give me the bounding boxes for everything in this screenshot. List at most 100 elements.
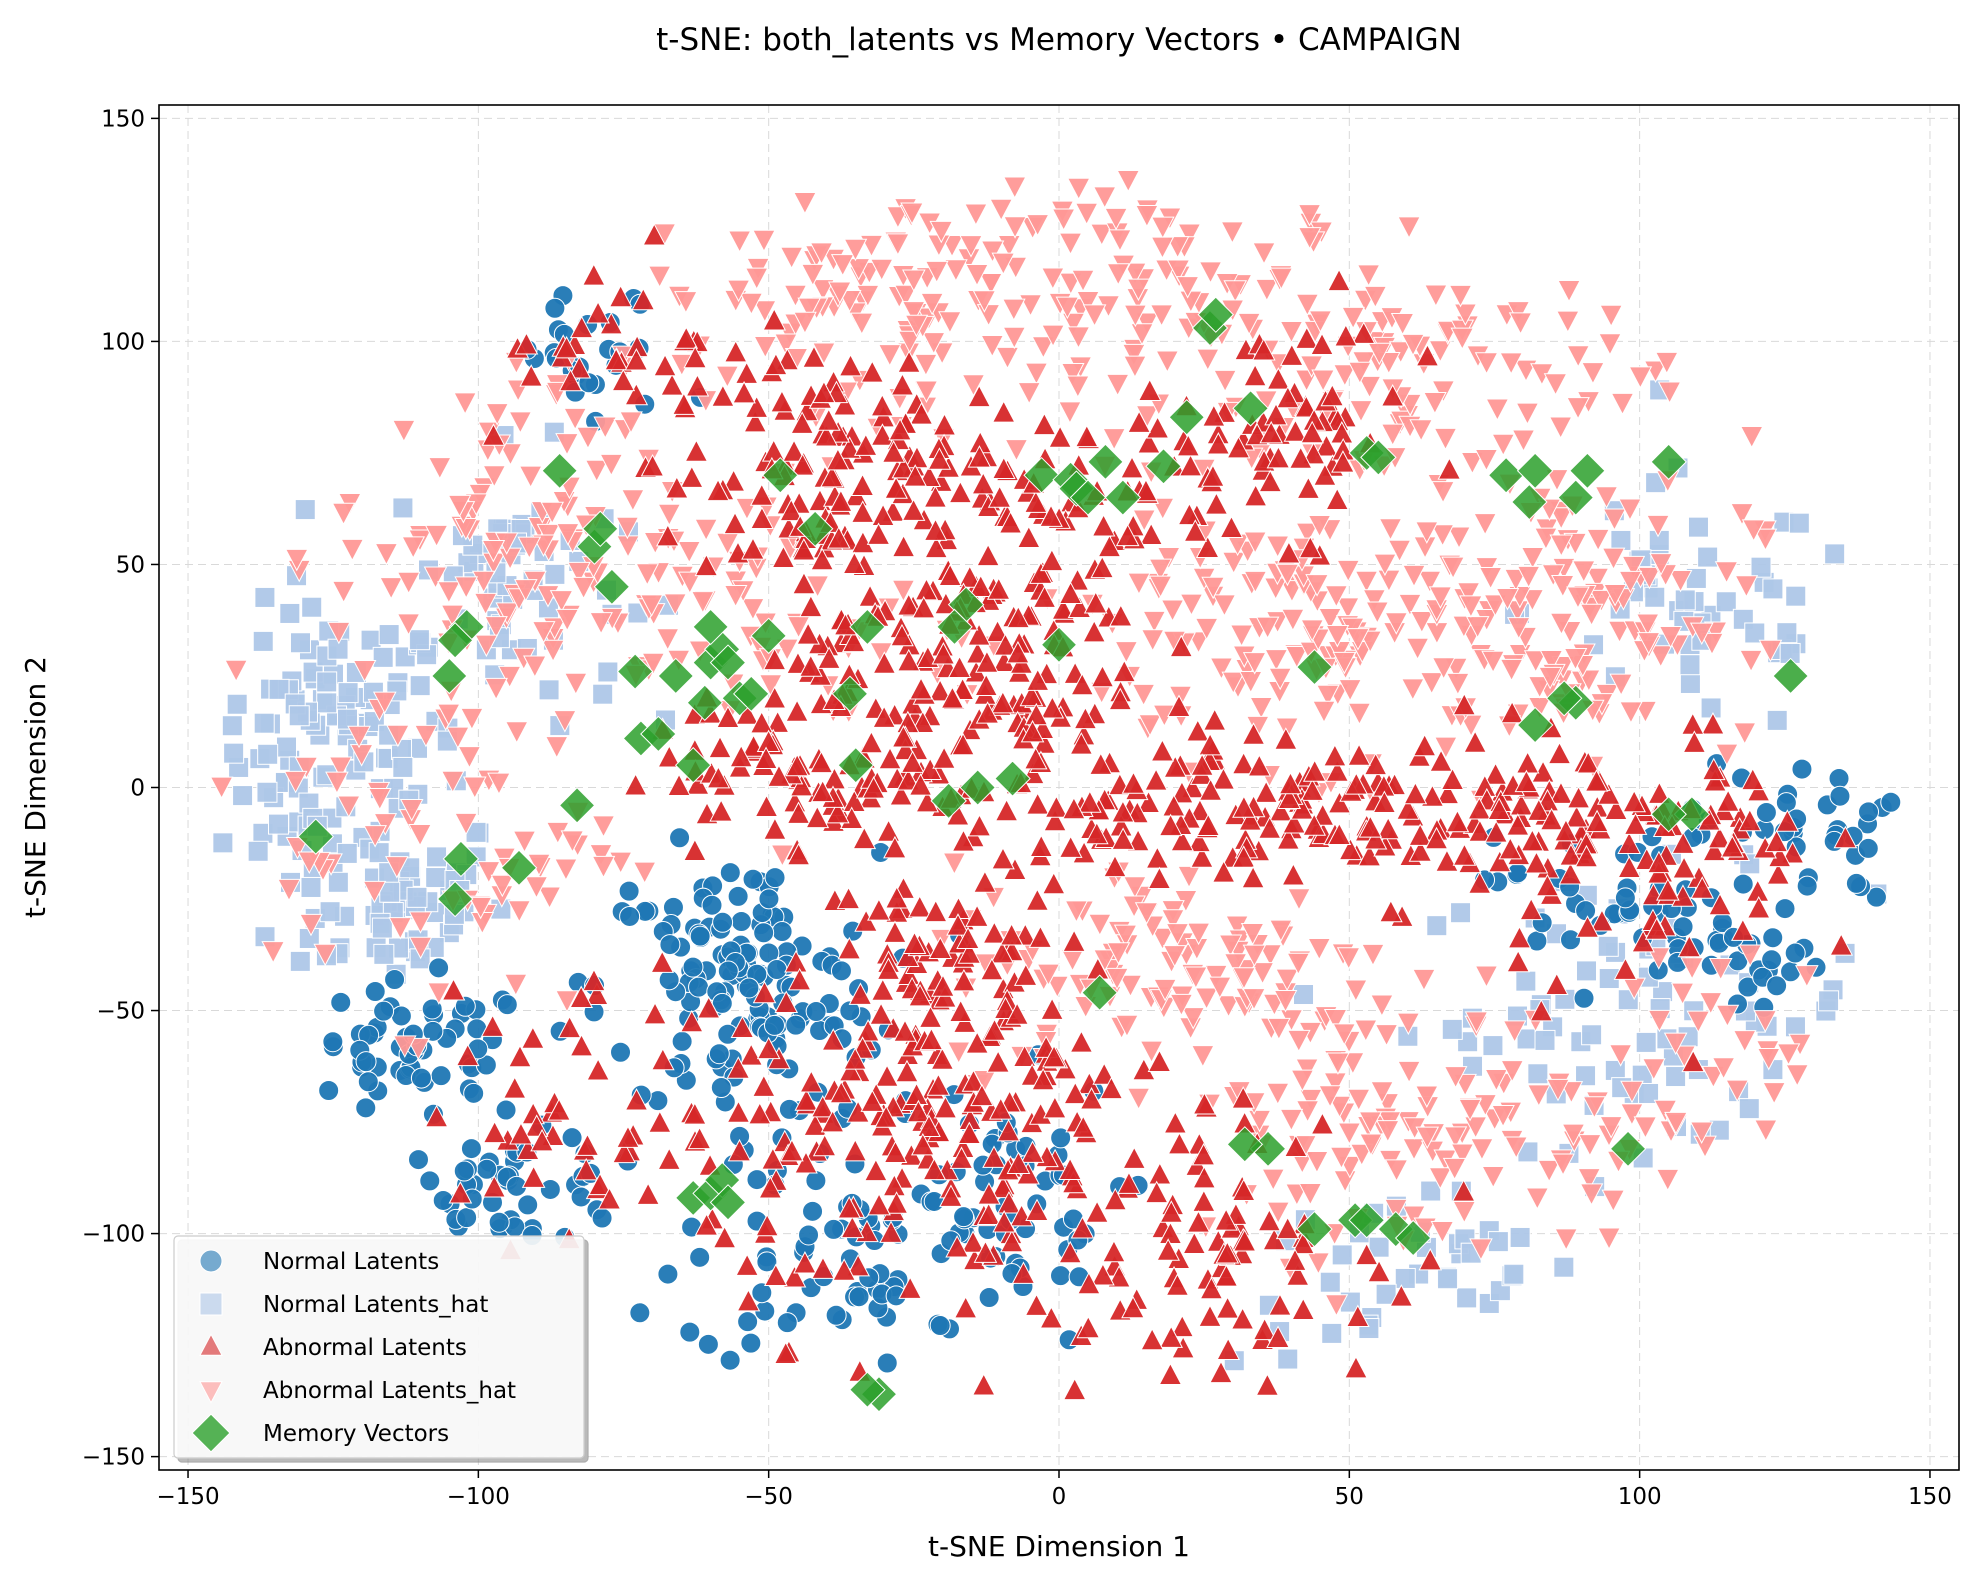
data-point — [1865, 886, 1887, 908]
data-point — [1298, 1183, 1323, 1206]
data-point — [1073, 706, 1098, 730]
data-point — [897, 350, 921, 373]
data-point — [1333, 1170, 1357, 1193]
data-point — [1602, 508, 1627, 531]
data-point — [1358, 1111, 1383, 1134]
data-point — [1192, 1189, 1216, 1212]
data-point — [1474, 352, 1499, 375]
data-point — [850, 473, 875, 496]
data-point — [1291, 1231, 1315, 1255]
data-point — [917, 1114, 941, 1138]
data-point — [1153, 978, 1177, 1002]
data-point — [1144, 768, 1168, 791]
data-point — [1415, 1126, 1440, 1150]
data-point — [861, 776, 886, 799]
memory-vector-point — [1081, 974, 1118, 1011]
data-point — [891, 579, 916, 603]
y-tick-label: −50 — [96, 999, 145, 1025]
data-point — [567, 561, 591, 585]
data-point — [719, 1349, 741, 1371]
data-point — [1655, 1168, 1680, 1192]
data-point — [1230, 1307, 1255, 1330]
data-point — [1296, 476, 1321, 499]
data-point — [355, 1097, 377, 1119]
data-point — [918, 1005, 943, 1028]
data-point — [914, 577, 939, 601]
data-point — [1784, 942, 1806, 964]
data-point — [1231, 751, 1256, 775]
data-point — [1045, 975, 1070, 999]
data-point — [624, 382, 649, 406]
data-point — [1644, 917, 1669, 940]
data-point — [1275, 1216, 1300, 1240]
data-point — [1549, 507, 1574, 530]
memory-vector-point — [709, 644, 747, 681]
data-point — [1566, 397, 1590, 420]
data-point — [879, 1220, 903, 1243]
y-tick-label: 150 — [101, 106, 145, 132]
memory-vector-point — [692, 608, 729, 646]
data-point — [758, 1175, 783, 1199]
data-point — [325, 771, 349, 795]
data-point — [657, 1147, 682, 1170]
data-point — [301, 596, 323, 618]
data-point — [1402, 1138, 1426, 1161]
data-point — [1429, 749, 1453, 772]
data-point — [1700, 632, 1724, 656]
data-point — [1415, 343, 1440, 367]
data-point — [517, 536, 542, 560]
data-point — [744, 267, 769, 291]
data-point — [1139, 522, 1164, 545]
data-point — [1208, 976, 1232, 1000]
data-point — [1088, 913, 1112, 937]
data-point — [1576, 960, 1598, 982]
data-point — [1225, 915, 1249, 938]
data-point — [1435, 849, 1459, 872]
data-point — [1515, 970, 1537, 992]
data-point — [368, 842, 390, 864]
data-point — [1301, 441, 1326, 465]
data-point — [588, 1172, 612, 1196]
data-point — [1450, 902, 1472, 924]
data-point — [846, 258, 871, 281]
data-point — [1539, 649, 1564, 673]
data-point — [967, 445, 992, 468]
data-point — [1491, 1104, 1515, 1128]
data-point — [517, 1194, 539, 1216]
data-point — [1566, 586, 1590, 609]
data-point — [784, 949, 808, 973]
data-point — [750, 506, 774, 530]
data-point — [1417, 570, 1442, 594]
data-point — [1202, 708, 1227, 731]
data-point — [1024, 1293, 1049, 1316]
data-point — [874, 1105, 898, 1128]
data-point — [1738, 808, 1762, 832]
memory-vector-point — [849, 1371, 886, 1408]
data-point — [738, 977, 760, 999]
data-point — [640, 453, 665, 477]
data-point — [883, 1140, 908, 1163]
data-point — [624, 1088, 649, 1111]
data-point — [1349, 400, 1373, 423]
data-point — [679, 1321, 701, 1343]
data-point — [957, 1121, 982, 1145]
data-point — [947, 655, 972, 678]
memory-vector-point — [936, 608, 973, 646]
data-point — [1708, 892, 1732, 916]
data-point — [927, 447, 952, 470]
data-point — [907, 895, 932, 918]
data-point — [1102, 1239, 1126, 1263]
data-point — [1252, 242, 1276, 265]
data-point — [1192, 1165, 1217, 1189]
data-point — [481, 539, 506, 563]
data-point — [1191, 1045, 1215, 1068]
data-point — [1024, 490, 1048, 513]
data-point — [1092, 186, 1117, 209]
data-point — [694, 553, 719, 577]
data-point — [1549, 612, 1574, 636]
data-point — [928, 678, 952, 702]
data-point — [1537, 1159, 1562, 1183]
data-point — [406, 886, 428, 908]
data-point — [512, 830, 537, 854]
data-point — [1447, 526, 1471, 550]
